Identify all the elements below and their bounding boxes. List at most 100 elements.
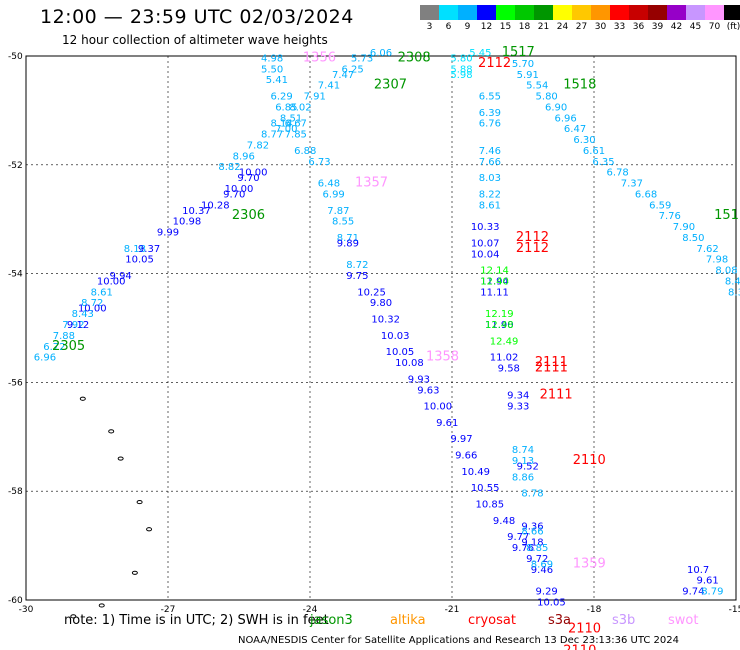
legend-swatch (458, 5, 477, 20)
wave-height-value: 8.66 (521, 527, 543, 538)
wave-height-value: 6.96 (34, 353, 56, 364)
wave-height-value: 7.82 (247, 140, 269, 151)
satellite-legend-item: altika (390, 613, 426, 628)
wave-height-value: 11.11 (480, 287, 509, 298)
wave-height-value: 10.05 (125, 255, 154, 266)
legend-swatch (648, 5, 667, 20)
wave-height-value: 10.00 (78, 304, 107, 315)
pass-time-label: 1358 (426, 350, 459, 365)
footer-note: note: 1) Time is in UTC; 2) SWH is in fe… (64, 613, 329, 628)
color-scale-legend (420, 5, 740, 20)
wave-height-value: 9.75 (346, 271, 368, 282)
wave-height-value: 6.30 (573, 135, 595, 146)
wave-height-value: 7.62 (696, 244, 718, 255)
y-tick-label: -60 (8, 596, 23, 606)
wave-height-value: 8.78 (521, 489, 543, 500)
satellite-legend-item: jason3 (310, 613, 353, 628)
wave-height-value: 9.33 (507, 402, 529, 413)
legend-swatch (553, 5, 572, 20)
map-grid (25, 55, 737, 601)
wave-height-value: 7.92 (62, 320, 84, 331)
legend-swatch (420, 5, 439, 20)
wave-height-value: 9.18 (521, 538, 543, 549)
wave-height-value: 10.49 (461, 467, 490, 478)
wave-height-value: 6.76 (479, 119, 501, 130)
wave-height-value: 5.80 (450, 53, 472, 64)
axis-ticks: -30 -27 -24 -21 -18 -15 -50 -52 -54 -56 -58 -60 (8, 52, 740, 615)
pass-time-label: 2110 (573, 453, 606, 468)
wave-height-value: 7.37 (621, 179, 643, 190)
wave-height-value: 10.7 (687, 565, 709, 576)
legend-swatch (477, 5, 496, 20)
wave-height-value: 9.34 (507, 391, 529, 402)
x-tick-label: -15 (729, 605, 740, 615)
wave-height-value: 10.00 (225, 184, 254, 195)
wave-height-value: 8.3 (728, 287, 740, 298)
wave-height-value: 4.98 (261, 53, 283, 64)
wave-height-value: 6.72 (43, 342, 65, 353)
legend-label: 30 (594, 22, 607, 32)
wave-height-value: 10.00 (239, 168, 268, 179)
wave-height-value: 7.41 (318, 81, 340, 92)
wave-height-value: 12.40 (480, 276, 509, 287)
pass-time-label: 2110 (568, 622, 601, 637)
wave-height-value: 9.72 (526, 554, 548, 565)
wave-height-value: 10.00 (97, 276, 126, 287)
wave-height-value: 9.58 (498, 364, 520, 375)
wave-height-value: 8.43 (72, 309, 94, 320)
island-outline (70, 614, 77, 619)
y-tick-label: -56 (8, 378, 23, 388)
wave-height-value: 6.06 (370, 48, 392, 59)
map-title: 12:00 — 23:59 UTC 02/03/2024 (40, 6, 354, 28)
legend-label: 33 (613, 22, 626, 32)
wave-height-value: 10.98 (173, 217, 202, 228)
wave-height-value: 6.88 (294, 146, 316, 157)
legend-label: 18 (518, 22, 531, 32)
map-subtitle: 12 hour collection of altimeter wave hei… (62, 33, 328, 47)
wave-height-value: 9.46 (531, 565, 553, 576)
wave-height-value: 9.63 (417, 385, 439, 396)
wave-height-value: 6.29 (270, 92, 292, 103)
legend-swatch (724, 5, 740, 20)
satellite-legend-item: swot (668, 613, 699, 628)
wave-height-value: 6.48 (318, 179, 340, 190)
pass-time-label: 2110 (563, 643, 596, 650)
wave-height-value: 8.85 (526, 543, 548, 554)
wave-height-value: 5.54 (526, 81, 548, 92)
wave-height-value: 10.07 (471, 238, 500, 249)
wave-height-value: 8.61 (479, 200, 501, 211)
wave-height-value: 10.04 (471, 249, 500, 260)
pass-time-label: 2111 (535, 361, 568, 376)
wave-height-value: 6.78 (607, 168, 629, 179)
wave-height-value: 6.47 (564, 124, 586, 135)
pass-time-label: 2112 (478, 56, 511, 71)
island-outline (131, 570, 138, 575)
wave-height-value: 9.12 (67, 320, 89, 331)
legend-label: 24 (556, 22, 569, 32)
wave-height-value: 5.80 (536, 92, 558, 103)
wave-height-value: 9.13 (512, 456, 534, 467)
pass-time-label: 2111 (535, 355, 568, 370)
legend-label: (ft) (726, 22, 740, 32)
wave-height-value: 8.22 (479, 189, 501, 200)
wave-height-value: 5.45 (469, 48, 491, 59)
wave-height-value: 8.79 (701, 587, 723, 598)
legend-label: 15 (499, 22, 512, 32)
wave-height-value: 6.85 (275, 102, 297, 113)
pass-time-label: 151 (714, 208, 739, 223)
wave-height-value: 9.93 (408, 374, 430, 385)
wave-height-value: 6.35 (592, 157, 614, 168)
wave-height-value: 11.02 (490, 353, 519, 364)
wave-height-value: 7.76 (659, 211, 681, 222)
wave-height-value: 9.77 (507, 532, 529, 543)
legend-label: 36 (632, 22, 645, 32)
x-tick-label: -27 (161, 605, 176, 615)
legend-swatch (705, 5, 724, 20)
wave-height-value: 6.55 (479, 92, 501, 103)
wave-height-value: 7.90 (673, 222, 695, 233)
wave-height-value: 9.76 (512, 543, 534, 554)
legend-swatch (439, 5, 458, 20)
wave-height-value: 6.61 (583, 146, 605, 157)
y-tick-label: -52 (8, 161, 23, 171)
wave-height-value: 8.72 (81, 298, 103, 309)
